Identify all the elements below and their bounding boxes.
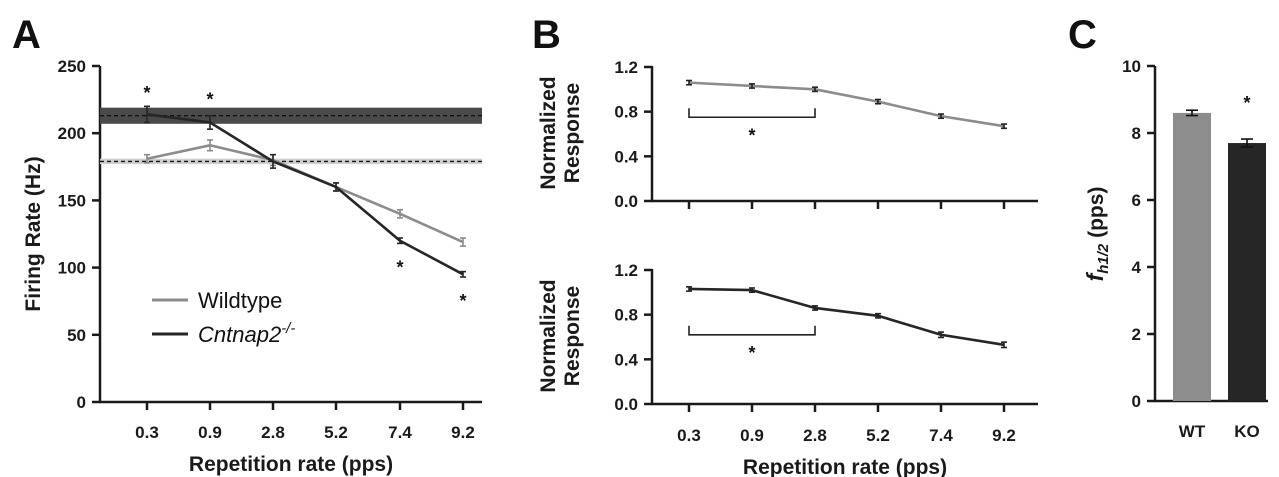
c-y-axis-label-main: f [1082, 271, 1108, 281]
a-x-axis-label: Repetition rate (pps) [189, 453, 393, 476]
b-significance-star: * [748, 343, 755, 363]
a-series-line-1 [146, 113, 464, 276]
b-y-tick-label: 0.0 [614, 192, 638, 211]
b-x-tick-label: 2.8 [803, 426, 827, 445]
a-x-tick-label: 0.3 [135, 423, 159, 442]
panel-b-bottom-chart: 0.0 0.4 0.8 1.2 0.3 0.9 2.8 5.2 7.4 9.2 * Normaliz… [537, 261, 1038, 477]
b-significance-bracket [688, 108, 816, 119]
b-y-tick-label: 1.2 [614, 58, 638, 77]
a-significance-star: * [206, 90, 213, 110]
a-legend: Wildtype Cntnap2-/- [152, 288, 295, 347]
c-significance-star: * [1243, 93, 1250, 113]
a-x-tick-label: 5.2 [324, 423, 348, 442]
b-x-tick-label: 0.3 [677, 426, 701, 445]
b-y-tick-label: 0.4 [614, 350, 638, 369]
a-y-tick-label: 100 [58, 259, 86, 278]
b-y-tick-label: 0.8 [614, 306, 638, 325]
a-x-tick-label: 0.9 [198, 423, 222, 442]
c-x-tick-label: KO [1234, 422, 1260, 441]
panel-c-chart: 0 2 4 6 8 10 WT KO * fh1/2 (pps) [1082, 57, 1268, 441]
b-x-tick-label: 7.4 [929, 426, 953, 445]
legend-label-cntnap2-sup: -/- [281, 320, 295, 337]
a-y-axis-label: Firing Rate (Hz) [22, 156, 45, 311]
b-x-axis-label: Repetition rate (pps) [743, 456, 947, 477]
b-series-line [688, 81, 1005, 128]
a-y-tick-label: 150 [58, 191, 86, 210]
c-bar-ko [1228, 143, 1266, 402]
b-x-tick-label: 9.2 [992, 426, 1016, 445]
panel-label-c: C [1068, 13, 1097, 57]
b-x-tick-label: 5.2 [866, 426, 890, 445]
b-y-tick-label: 1.2 [614, 261, 638, 280]
b-bottom-y-axis-label: NormalizedResponse [537, 279, 584, 392]
b-significance-bracket [688, 325, 816, 336]
c-y-axis-label-unit: (pps) [1085, 187, 1108, 244]
c-y-tick-label: 10 [1122, 57, 1141, 76]
c-y-tick-label: 2 [1132, 325, 1141, 344]
c-y-tick-label: 6 [1132, 191, 1141, 210]
a-significance-star: * [396, 258, 403, 278]
a-significance-star: * [143, 83, 150, 103]
c-y-axis-label: fh1/2 (pps) [1082, 187, 1112, 282]
b-significance-star: * [748, 125, 755, 145]
c-x-tick-label: WT [1179, 422, 1206, 441]
c-y-tick-label: 4 [1132, 258, 1142, 277]
panel-b-top-chart: 0.0 0.4 0.8 1.2 * NormalizedResponse [537, 58, 1038, 211]
panel-label-a: A [12, 13, 41, 57]
panel-label-b: B [532, 13, 561, 57]
b-x-tick-label: 0.9 [740, 426, 764, 445]
b-top-y-axis-label: NormalizedResponse [537, 76, 584, 189]
b-y-tick-label: 0.0 [614, 395, 638, 414]
legend-label-cntnap2-name: Cntnap2 [198, 322, 281, 347]
a-x-tick-label: 9.2 [451, 423, 475, 442]
c-y-tick-label: 0 [1132, 392, 1141, 411]
panel-a-chart: 0 50 100 150 200 250 0.3 0.9 2.8 5.2 7.4 9.2 * * * * Fi… [22, 57, 482, 476]
b-y-tick-label: 0.4 [614, 147, 638, 166]
legend-label-cntnap2: Cntnap2-/- [198, 320, 295, 347]
a-y-tick-label: 200 [58, 124, 86, 143]
c-y-tick-label: 8 [1132, 124, 1141, 143]
a-x-tick-label: 7.4 [388, 423, 412, 442]
b-y-tick-label: 0.8 [614, 103, 638, 122]
a-x-tick-label: 2.8 [261, 423, 285, 442]
legend-label-wildtype: Wildtype [198, 288, 282, 313]
b-series-line [688, 287, 1005, 347]
c-bar-wt [1173, 112, 1211, 402]
a-y-tick-label: 250 [58, 57, 86, 76]
a-y-tick-label: 0 [77, 393, 86, 412]
a-y-tick-label: 50 [67, 326, 86, 345]
a-significance-star: * [459, 291, 466, 311]
c-y-axis-label-sub: h1/2 [1095, 243, 1112, 274]
